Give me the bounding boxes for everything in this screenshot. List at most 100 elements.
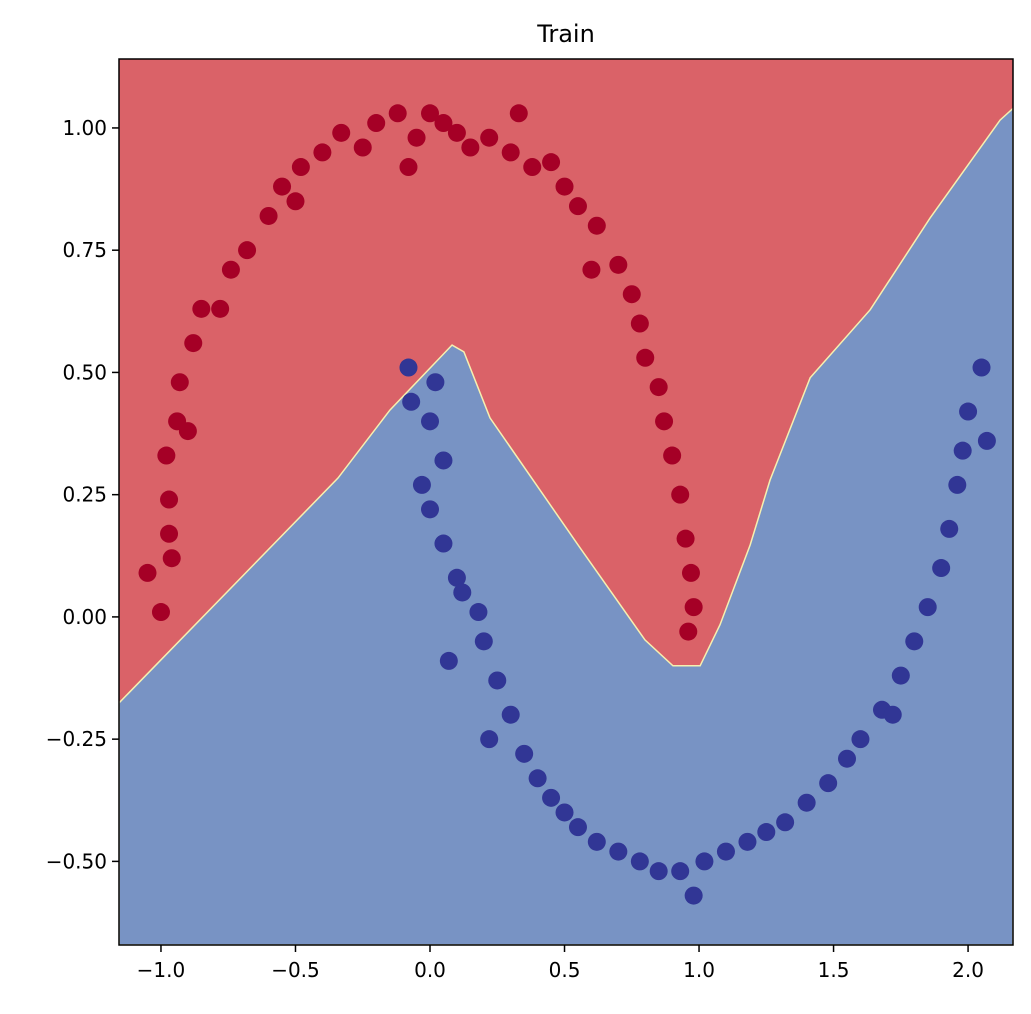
point	[528, 769, 547, 788]
point	[663, 446, 682, 465]
y-tick-label: 1.00	[62, 116, 107, 140]
point	[679, 622, 698, 641]
point	[162, 549, 181, 568]
x-tick-label: 1.5	[818, 958, 850, 982]
y-tick-label: −0.25	[46, 727, 107, 751]
point	[587, 216, 606, 235]
point	[932, 559, 951, 578]
point	[184, 334, 203, 353]
point	[399, 158, 418, 177]
point	[211, 299, 230, 318]
point	[286, 192, 305, 211]
point	[170, 373, 189, 392]
point	[655, 412, 674, 431]
point	[609, 255, 628, 274]
region-below	[119, 107, 1013, 945]
point	[238, 241, 257, 260]
point	[332, 123, 351, 142]
point	[671, 485, 690, 504]
point	[681, 563, 700, 582]
point	[160, 524, 179, 543]
x-tick-label: 0.5	[549, 958, 581, 982]
point	[568, 818, 587, 837]
y-tick-label: −0.50	[46, 849, 107, 873]
point	[738, 832, 757, 851]
x-tick-label: −1.0	[137, 958, 186, 982]
point	[469, 603, 488, 622]
point	[622, 285, 641, 304]
point	[776, 813, 795, 832]
point	[953, 441, 972, 460]
point	[273, 177, 292, 196]
point	[959, 402, 978, 421]
axes-frame	[118, 58, 1014, 946]
point	[515, 744, 534, 763]
point	[542, 788, 561, 807]
point	[157, 446, 176, 465]
point	[918, 598, 937, 617]
point	[883, 705, 902, 724]
point	[439, 651, 458, 670]
point	[461, 138, 480, 157]
point	[407, 128, 426, 147]
point	[838, 749, 857, 768]
point	[555, 177, 574, 196]
point	[221, 260, 240, 279]
point	[488, 671, 507, 690]
point	[313, 143, 332, 162]
point	[609, 842, 628, 861]
point	[797, 793, 816, 812]
point	[474, 632, 493, 651]
point	[977, 431, 996, 450]
point	[555, 803, 574, 822]
point	[523, 158, 542, 177]
point	[402, 392, 421, 411]
point	[716, 842, 735, 861]
point	[353, 138, 372, 157]
y-tick-label: 0.75	[62, 238, 107, 262]
point	[421, 104, 440, 123]
point	[940, 519, 959, 538]
point	[160, 490, 179, 509]
point	[259, 206, 278, 225]
point	[434, 451, 453, 470]
point	[399, 358, 418, 377]
point	[367, 114, 386, 133]
point	[192, 299, 211, 318]
point	[138, 563, 157, 582]
point	[684, 598, 703, 617]
point	[905, 632, 924, 651]
point	[434, 534, 453, 553]
point	[542, 153, 561, 172]
point	[151, 603, 170, 622]
point	[630, 852, 649, 871]
point	[480, 128, 499, 147]
point	[676, 529, 695, 548]
point	[684, 886, 703, 905]
x-tick-label: −0.5	[271, 958, 320, 982]
point	[757, 823, 776, 842]
plot-area	[119, 59, 1013, 945]
point	[819, 774, 838, 793]
point	[178, 422, 197, 441]
point	[388, 104, 407, 123]
point	[671, 862, 690, 881]
point	[568, 197, 587, 216]
point	[501, 705, 520, 724]
y-tick-label: 0.25	[62, 483, 107, 507]
point	[434, 114, 453, 133]
point	[649, 862, 668, 881]
x-tick-label: 1.0	[683, 958, 715, 982]
x-tick-label: 2.0	[952, 958, 984, 982]
point	[948, 475, 967, 494]
point	[291, 158, 310, 177]
point	[421, 500, 440, 519]
point	[447, 123, 466, 142]
point	[630, 314, 649, 333]
point	[509, 104, 528, 123]
point	[587, 832, 606, 851]
point	[636, 348, 655, 367]
point	[695, 852, 714, 871]
point	[851, 730, 870, 749]
chart-title: Train	[536, 20, 595, 48]
